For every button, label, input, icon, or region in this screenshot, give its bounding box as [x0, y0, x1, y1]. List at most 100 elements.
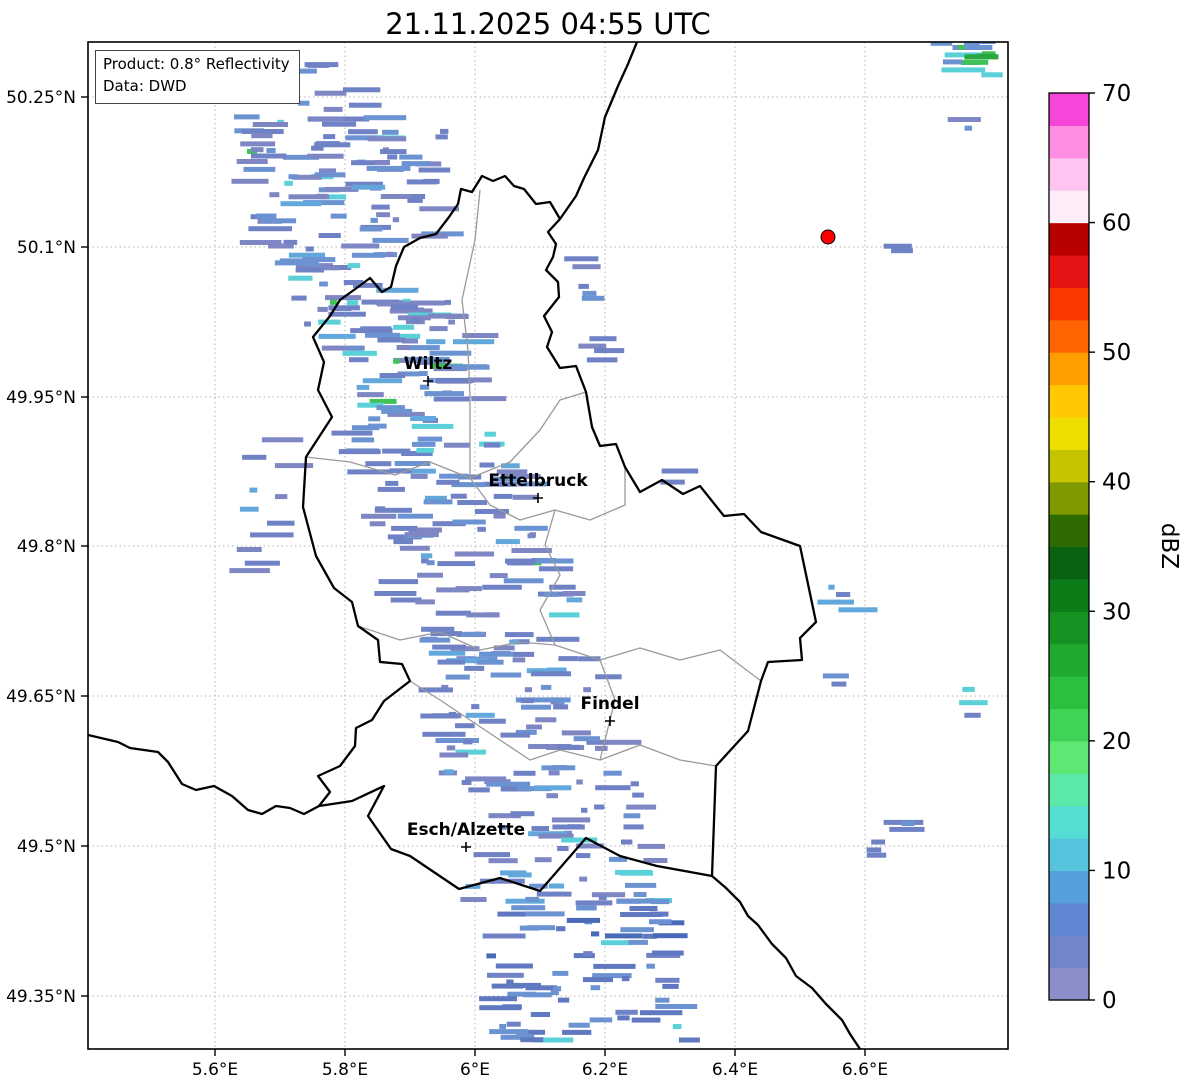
radar-echo	[499, 1024, 507, 1029]
product-info-line1: Product: 0.8° Reflectivity	[103, 55, 290, 73]
radar-echo	[594, 804, 605, 810]
radar-echo	[236, 159, 268, 164]
radar-echo	[406, 179, 438, 185]
radar-echo	[981, 72, 1003, 78]
radar-echo	[479, 462, 495, 468]
radar-echo	[652, 933, 688, 939]
y-tick-label: 49.8°N	[17, 537, 76, 557]
city-label: Findel	[580, 694, 639, 714]
radar-echo	[557, 997, 570, 1003]
radar-echo	[319, 281, 328, 287]
radar-echo	[298, 100, 310, 106]
colorbar-segment	[1049, 935, 1089, 969]
radar-echo	[244, 560, 280, 566]
radar-echo	[586, 739, 608, 745]
radar-echo	[947, 117, 981, 122]
radar-echo	[477, 526, 486, 532]
radar-echo	[573, 736, 600, 742]
radar-echo	[576, 905, 597, 911]
radar-echo	[526, 668, 561, 674]
radar-echo	[428, 650, 466, 656]
radar-echo	[439, 752, 469, 758]
radar-echo	[553, 704, 569, 710]
radar-echo	[476, 659, 504, 665]
radar-echo	[518, 481, 548, 487]
radar-echo	[628, 939, 648, 945]
radar-echo	[423, 499, 453, 505]
radar-echo	[434, 377, 475, 383]
radar-echo	[331, 430, 373, 436]
radar-echo	[519, 925, 539, 931]
radar-echo	[283, 239, 298, 245]
radar-echo	[512, 657, 526, 663]
radar-echo	[466, 612, 500, 618]
radar-echo	[444, 769, 454, 775]
radar-echo	[473, 852, 510, 858]
radar-echo	[302, 257, 336, 263]
radar-echo	[261, 437, 304, 443]
radar-echo	[500, 1034, 535, 1040]
radar-echo	[351, 437, 375, 443]
radar-echo	[493, 645, 515, 651]
radar-echo	[380, 149, 407, 155]
radar-echo	[323, 134, 336, 140]
radar-echo	[572, 264, 601, 270]
radar-echo	[536, 636, 580, 642]
radar-echo	[488, 813, 521, 819]
radar-echo	[642, 933, 657, 939]
radar-echo	[497, 911, 526, 917]
radar-echo	[507, 991, 536, 997]
radar-echo	[567, 824, 582, 830]
x-tick-label: 5.8°E	[322, 1060, 368, 1080]
radar-echo	[437, 561, 475, 567]
colorbar-segment	[1049, 93, 1089, 126]
radar-echo	[512, 494, 539, 500]
radar-echo	[429, 326, 448, 332]
radar-echo	[250, 147, 264, 153]
radar-echo	[397, 513, 433, 519]
radar-echo	[941, 67, 986, 73]
colorbar-frame	[1048, 92, 1090, 1001]
radar-echo	[229, 568, 270, 574]
radar-echo	[479, 996, 517, 1002]
radar-echo	[506, 979, 514, 985]
radar-echo	[549, 584, 576, 590]
radar-echo	[514, 525, 548, 531]
radar-echo	[576, 779, 583, 785]
colorbar-segment	[1049, 287, 1089, 321]
radar-echo	[347, 469, 391, 475]
radar-echo	[338, 116, 370, 122]
radar-echo	[440, 128, 449, 134]
x-tick-label: 6.4°E	[712, 1060, 758, 1080]
colorbar-segment	[1049, 254, 1089, 288]
radar-echo	[534, 857, 552, 863]
radar-echo	[382, 129, 399, 135]
radar-echo	[557, 744, 581, 750]
radar-echo	[633, 892, 647, 897]
radar-echo	[465, 712, 495, 718]
radar-echo	[436, 587, 470, 593]
x-axis-ticks: 5.6°E 5.8°E 6°E 6.2°E 6.4°E 6.6°E	[192, 1049, 888, 1080]
colorbar-axis-label: dBZ	[1156, 523, 1182, 569]
radar-echo	[351, 425, 380, 431]
radar-echo	[260, 218, 297, 224]
city-marker	[605, 716, 615, 726]
radar-echo	[515, 1029, 546, 1035]
radar-echo	[328, 311, 366, 317]
district-border	[539, 509, 561, 646]
radar-echo	[662, 983, 679, 989]
radar-echo	[390, 304, 418, 310]
radar-echo	[365, 332, 400, 338]
x-tick-label: 6.6°E	[842, 1060, 888, 1080]
radar-echo	[292, 174, 322, 180]
colorbar-tick-label: 70	[1102, 81, 1131, 107]
radar-echo	[376, 212, 390, 218]
radar-echo	[521, 704, 551, 710]
radar-echo	[513, 770, 536, 776]
radar-echo	[504, 632, 534, 638]
radar-echo	[304, 62, 339, 68]
radar-echo	[288, 194, 330, 200]
radar-echo	[430, 631, 463, 637]
radar-echo	[962, 686, 975, 692]
radar-echo	[352, 184, 386, 190]
